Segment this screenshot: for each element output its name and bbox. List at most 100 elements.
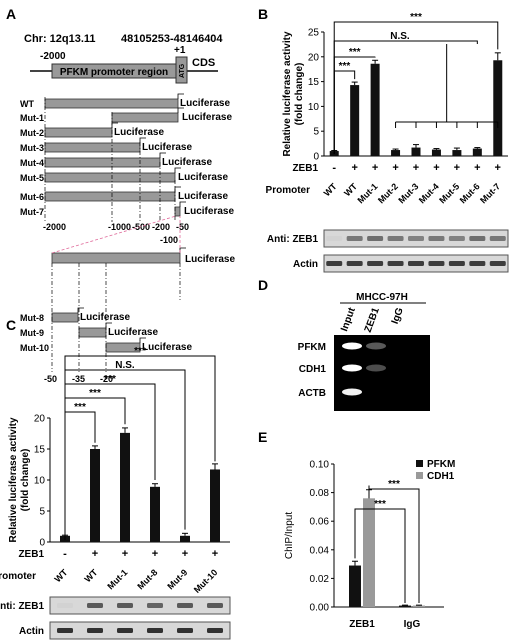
- actin-blot-band: [57, 628, 73, 633]
- axis-tick-label: -50: [176, 222, 189, 232]
- category-label: Mut-9: [165, 567, 189, 591]
- category-label: Mut-1: [355, 181, 379, 205]
- chart-b: 0 5 10 15 20 25 Relative luciferase activity (f…: [266, 12, 509, 273]
- zeb1-blot-band: [489, 236, 506, 241]
- actin-blot-band: [428, 261, 445, 266]
- zeb1-sign: +: [433, 162, 439, 174]
- actin-blot-band: [387, 261, 404, 266]
- bar: [493, 60, 503, 156]
- construct-label: Mut-8: [20, 313, 44, 323]
- promoter-row-label: Promoter: [266, 185, 311, 196]
- zoom-line: [51, 215, 177, 254]
- y-axis-label: Relative luciferase activity: [8, 417, 19, 543]
- y-axis-label: (fold change): [20, 449, 31, 512]
- construct-label: Mut-1: [20, 113, 44, 123]
- construct-bar: [51, 312, 79, 323]
- zeb1-sign: +: [182, 548, 188, 560]
- zeb1-blot-label: Anti: ZEB1: [267, 234, 319, 245]
- significance-label: ***: [388, 479, 400, 490]
- gel-band: [366, 364, 386, 372]
- zeb1-sign: -: [332, 162, 336, 174]
- category-label: WT: [82, 567, 99, 584]
- y-tick-label: 0.00: [310, 603, 330, 614]
- category-label: WT: [322, 181, 339, 198]
- luciferase-label: Luciferase: [178, 191, 228, 202]
- actin-blot-band: [207, 628, 223, 633]
- category-label: Mut-7: [478, 181, 502, 205]
- bar: [150, 486, 160, 542]
- zeb1-blot-band: [428, 236, 445, 241]
- zeb1-sign: +: [392, 162, 398, 174]
- construct-bar: [111, 112, 179, 123]
- significance-bracket: [333, 70, 356, 154]
- panel-label-b: B: [258, 6, 268, 22]
- significance-label: ***: [339, 61, 351, 72]
- y-tick-label: 0.08: [310, 488, 330, 499]
- zeb1-blot-band: [147, 603, 163, 608]
- significance-label: ***: [134, 346, 146, 357]
- axis-tick-label: -2000: [43, 222, 66, 232]
- gene-label: CDH1: [299, 364, 327, 375]
- zeb1-sign: -: [63, 548, 67, 560]
- zeb1-sign: +: [212, 548, 218, 560]
- cell-line-label: MHCC-97H: [356, 292, 408, 303]
- actin-blot-label: Actin: [293, 259, 318, 270]
- zoom-construct-bar: [51, 252, 181, 264]
- bar: [431, 149, 441, 156]
- zeb1-blot-frame: [49, 596, 231, 615]
- zeb1-blot-band: [346, 236, 363, 241]
- y-tick-label: 15: [34, 445, 46, 456]
- significance-label: N.S.: [115, 360, 135, 371]
- gel-band: [342, 342, 362, 350]
- construct-bar: [44, 142, 141, 153]
- zeb1-blot-band: [177, 603, 193, 608]
- actin-blot-band: [177, 628, 193, 633]
- y-tick-label: 10: [34, 476, 46, 487]
- axis-tick-label: -500: [132, 222, 150, 232]
- luciferase-label: Luciferase: [180, 98, 230, 109]
- significance-label: N.S.: [390, 31, 410, 42]
- gel-band: [366, 342, 386, 350]
- gene-label: PFKM: [298, 342, 326, 353]
- zeb1-sign: +: [351, 162, 357, 174]
- construct-bar: [44, 98, 179, 109]
- panel-label-c: C: [6, 317, 16, 333]
- zeb1-sign: +: [495, 162, 501, 174]
- zeb1-sign: +: [92, 548, 98, 560]
- luciferase-label: Luciferase: [182, 112, 232, 123]
- actin-blot-band: [346, 261, 363, 266]
- bar: [180, 535, 190, 542]
- atg-box: [175, 56, 188, 84]
- gel-band: [342, 388, 362, 396]
- zeb1-blot-band: [57, 603, 73, 608]
- actin-blot-frame: [49, 621, 231, 640]
- construct-label: Mut-9: [20, 328, 44, 338]
- y-tick-label: 0.02: [310, 574, 330, 585]
- construct-label: Mut-4: [20, 158, 44, 168]
- significance-label: ***: [104, 374, 116, 385]
- bar: [391, 150, 401, 156]
- zeb1-blot-band: [469, 236, 486, 241]
- significance-label: ***: [74, 402, 86, 413]
- zeb1-blot-band: [117, 603, 133, 608]
- y-tick-label: 0.06: [310, 517, 330, 528]
- luciferase-label: Luciferase: [185, 254, 235, 265]
- significance-label: ***: [349, 47, 361, 58]
- actin-blot-band: [87, 628, 103, 633]
- significance-label: ***: [374, 499, 386, 510]
- chart-c: 0 5 10 15 20 Relative luciferase activity (fol…: [0, 346, 231, 640]
- chart-e: 0.00 0.02 0.04 0.06 0.08 0.10 ChIP/Input ZEB1 Ig…: [284, 459, 455, 630]
- gene-label: ACTB: [298, 388, 326, 399]
- actin-blot-band: [117, 628, 133, 633]
- category-label: ZEB1: [349, 619, 375, 630]
- y-tick-label: 0.04: [310, 545, 330, 556]
- bar: [413, 605, 425, 607]
- gel-band: [342, 364, 362, 372]
- legend-label: CDH1: [427, 471, 455, 482]
- construct-bar: [44, 172, 176, 183]
- category-label: IgG: [404, 619, 421, 630]
- construct-bar: [174, 206, 181, 217]
- y-tick-label: 25: [308, 28, 320, 39]
- atg-label: ATG: [179, 63, 186, 78]
- category-label: Mut-1: [105, 567, 129, 591]
